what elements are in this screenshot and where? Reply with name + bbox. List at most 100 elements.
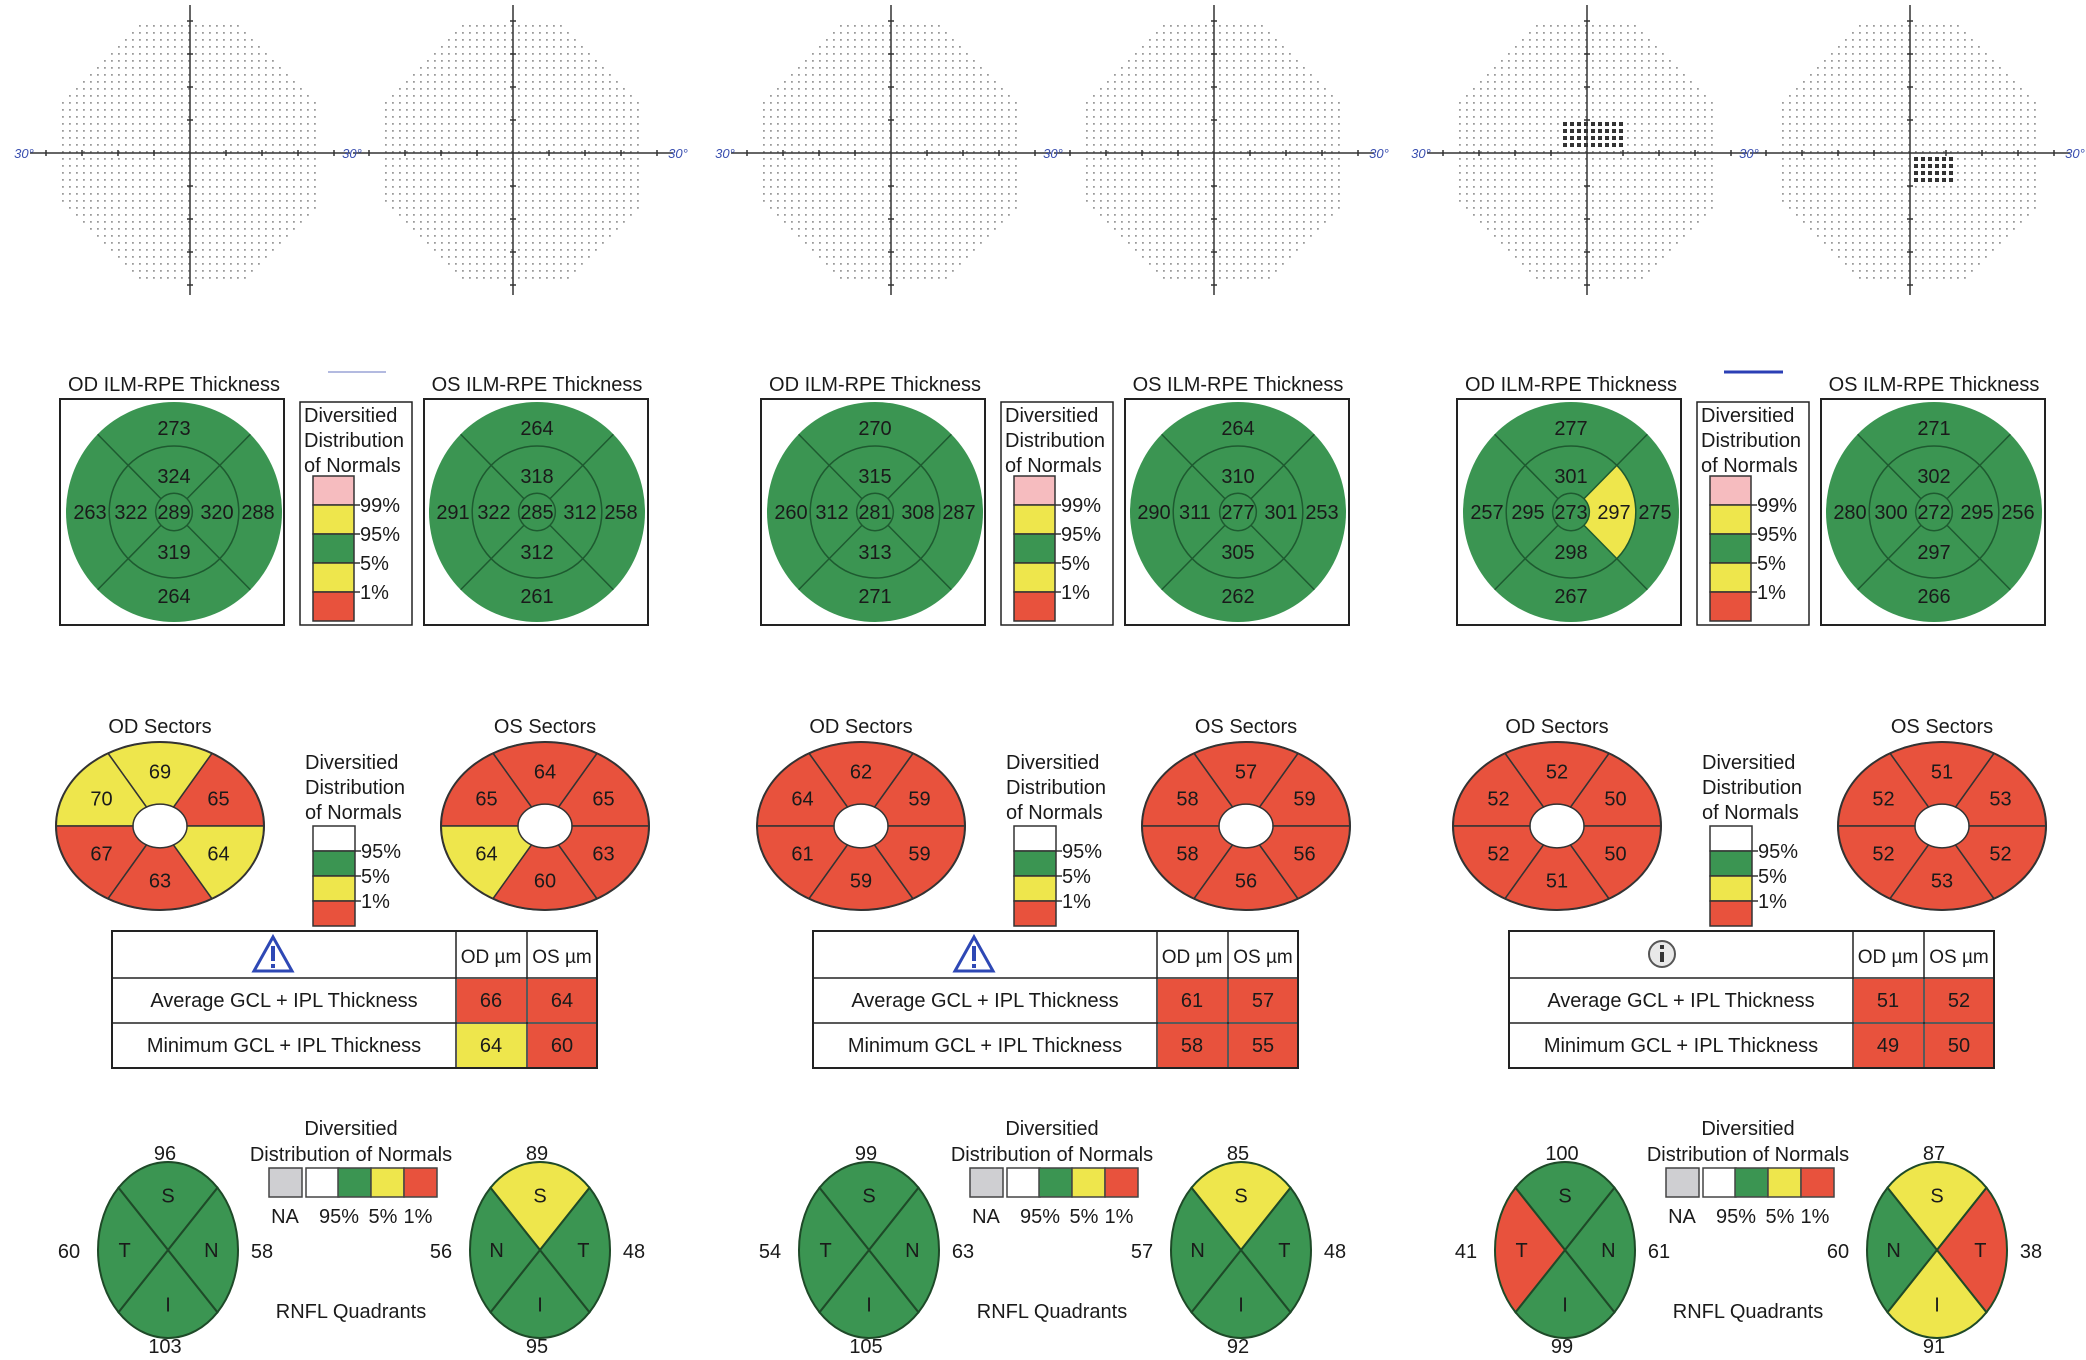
ilm-map-os: OS ILM-RPE Thickness 272 302 297 300 295 271 26…	[1820, 374, 2046, 626]
ilm-map-od: OD ILM-RPE Thickness 289 324 319 322 320 273 26…	[59, 374, 285, 626]
legend-swatch-white	[312, 825, 356, 852]
quadrant-letter-N: N	[204, 1240, 218, 1262]
od-column-header: OD µm	[461, 947, 522, 968]
legend-percent-label: 1%	[1062, 891, 1091, 913]
legend-title-line: Diversitied	[305, 752, 398, 774]
legend-percent-label: 5%	[1766, 1206, 1795, 1228]
quadrant-T	[1493, 1186, 1567, 1314]
os-value: 52	[1948, 990, 1970, 1012]
legend-swatch-yellow	[1013, 562, 1056, 593]
sector-divider	[97, 433, 162, 500]
legend-title-line: of Normals	[1701, 455, 1798, 477]
rnfl-quadrants-os: S I T N 87 91 60 38	[1827, 1143, 2042, 1358]
sector-map-os: OS Sectors 65 64 65 64 60 63	[440, 716, 650, 911]
quadrant-S	[1886, 1160, 1988, 1252]
temporal-value: 48	[1324, 1241, 1346, 1263]
outer-inferior-value: 264	[157, 586, 190, 608]
quadrant-letter-N: N	[1886, 1240, 1900, 1262]
sector-value-upper-right: 59	[908, 789, 930, 811]
superior-value: 99	[855, 1143, 877, 1165]
gcl-ipl-sectors-row: OD Sectors 65 69 70 67 63 64 OS Sectors 65 64 65 64…	[55, 716, 650, 927]
rnfl-legend-swatch-red	[403, 1167, 438, 1198]
sector-value-lower-right: 52	[1989, 843, 2011, 865]
row-label: Average GCL + IPL Thickness	[150, 990, 417, 1012]
od-column-header: OD µm	[1162, 947, 1223, 968]
sector-value-bottom: 53	[1931, 871, 1953, 893]
legend-swatch-yellow	[1709, 562, 1752, 593]
nasal-value: 57	[1131, 1241, 1153, 1263]
quadrant-S	[1190, 1160, 1292, 1252]
sector-map-os: OS Sectors 59 57 58 58 56 56	[1141, 716, 1351, 911]
sector-value-bottom: 51	[1546, 871, 1568, 893]
os-value-cell	[1925, 979, 1993, 1022]
sector-map-od: OD Sectors 50 52 52 52 51 50	[1452, 716, 1662, 911]
ilm-rpe-row: OD ILM-RPE Thickness 289 324 319 322 320 273 26…	[59, 374, 649, 626]
legend-title-line: Diversitied	[304, 405, 397, 427]
nasal-value: 58	[251, 1241, 273, 1263]
table-row: Minimum GCL + IPL Thickness 49 50	[1509, 1022, 1994, 1067]
map-title: OD ILM-RPE Thickness	[769, 374, 981, 396]
sector-map-title: OS Sectors	[1891, 716, 1993, 738]
rnfl-quadrants-od: S I N T 96 103 60 58	[58, 1143, 273, 1358]
legend-na-label: NA	[1668, 1206, 1696, 1228]
report-column-1: 30° 30° 30° OD ILM-RPE Thickness 289 324 319 32…	[14, 5, 688, 1358]
sector-divider	[1946, 524, 2011, 591]
inner-superior-value: 302	[1917, 466, 1950, 488]
sector-value-upper-left: 52	[1487, 789, 1509, 811]
outer-left-value: 291	[436, 502, 469, 524]
quadrant-S	[117, 1160, 219, 1252]
center-thickness-value: 281	[858, 502, 891, 524]
legend-percent-label: 5%	[360, 553, 389, 575]
od-value: 61	[1181, 990, 1203, 1012]
legend-percent-label: 95%	[1757, 524, 1797, 546]
od-value: 64	[480, 1035, 502, 1057]
quadrant-I	[1886, 1248, 1988, 1340]
sector-map-od: OD Sectors 65 69 70 67 63 64	[55, 716, 265, 911]
sector-value-top: 57	[1235, 761, 1257, 783]
legend-percent-label: 95%	[361, 841, 401, 863]
sector-map-outline	[1141, 741, 1351, 911]
sector-value-upper-left: 58	[1176, 789, 1198, 811]
quadrant-letter-S: S	[862, 1185, 875, 1207]
od-value-cell	[1158, 979, 1227, 1022]
outer-inferior-value: 267	[1554, 586, 1587, 608]
superior-value: 96	[154, 1143, 176, 1165]
legend-title-line: of Normals	[305, 802, 402, 824]
rnfl-quadrants-od: S I N T 99 105 54 63	[759, 1143, 974, 1358]
visual-field-row: 30° 30° 30°	[715, 5, 1389, 295]
ilm-legend: Diversitied Distribution of Normals 99% 95% 5…	[299, 401, 413, 626]
rnfl-legend-swatch-red	[1104, 1167, 1139, 1198]
legend-swatch-white	[1709, 825, 1753, 852]
sector-map-od: OD Sectors 59 62 64 61 59 59	[756, 716, 966, 911]
outer-right-value: 275	[1638, 502, 1671, 524]
quadrant-letter-I: I	[537, 1295, 543, 1317]
inner-right-sector-flag	[1583, 465, 1636, 559]
sector-divider	[549, 524, 614, 591]
temporal-value: 38	[2020, 1241, 2042, 1263]
center-thickness-value: 289	[157, 502, 190, 524]
os-value: 50	[1948, 1035, 1970, 1057]
inner-inferior-value: 305	[1221, 542, 1254, 564]
rnfl-quadrants-od: S I N T 100 99 41 61	[1455, 1143, 1670, 1358]
inferior-value: 103	[148, 1336, 181, 1358]
legend-title-line: of Normals	[304, 455, 401, 477]
rnfl-legend-swatch-green	[1734, 1167, 1769, 1198]
sector-value-top: 52	[1546, 761, 1568, 783]
rnfl-legend-swatch-red	[1800, 1167, 1835, 1198]
quadrant-T	[96, 1186, 170, 1314]
legend-percent-label: 95%	[360, 524, 400, 546]
inferior-value: 91	[1923, 1336, 1945, 1358]
quadrant-letter-I: I	[1238, 1295, 1244, 1317]
od-value-cell	[457, 979, 526, 1022]
report-column-3: 30° 30° 30° OD ILM-RPE Thickness 273 301 298 29…	[1411, 5, 2085, 1358]
quadrant-letter-N: N	[489, 1240, 503, 1262]
quadrant-I	[818, 1248, 920, 1340]
sector-value-upper-right: 65	[592, 789, 614, 811]
sector-value-lower-left: 52	[1487, 843, 1509, 865]
inner-inferior-value: 312	[520, 542, 553, 564]
inner-ring	[1172, 445, 1304, 579]
rnfl-legend-swatch-yellow	[370, 1167, 405, 1198]
degree-label-left: 30°	[14, 146, 34, 161]
rnfl-legend-swatch-na	[1665, 1167, 1700, 1198]
quadrant-letter-S: S	[161, 1185, 174, 1207]
